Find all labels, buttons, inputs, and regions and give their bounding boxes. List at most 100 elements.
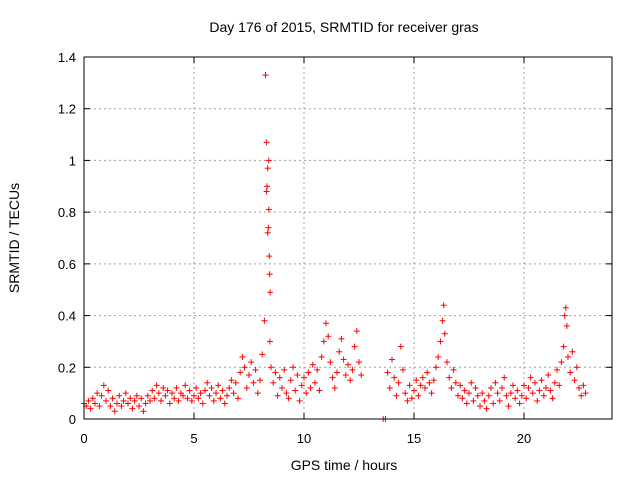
- data-point: [342, 372, 349, 379]
- data-point: [239, 353, 246, 360]
- data-point: [540, 392, 547, 399]
- data-point: [356, 359, 362, 366]
- data-point: [470, 397, 477, 404]
- data-point: [155, 390, 162, 397]
- data-point: [138, 395, 145, 402]
- data-point: [340, 356, 347, 363]
- data-point: [292, 387, 299, 394]
- data-point: [109, 395, 116, 402]
- data-point: [160, 384, 167, 391]
- data-point: [129, 405, 136, 412]
- y-tick-label: 0.4: [58, 309, 76, 324]
- x-tick-label: 0: [80, 431, 87, 446]
- data-point: [536, 387, 543, 394]
- data-point: [323, 320, 329, 327]
- data-point: [463, 400, 470, 407]
- y-tick-label: 1.2: [58, 102, 76, 117]
- data-point: [358, 372, 365, 379]
- data-point: [204, 379, 211, 386]
- data-point: [290, 364, 296, 371]
- data-point: [336, 348, 343, 355]
- data-point: [514, 387, 521, 394]
- data-point: [523, 395, 530, 402]
- data-point: [100, 382, 107, 389]
- data-point: [331, 384, 338, 391]
- data-point: [444, 359, 450, 366]
- data-point: [195, 395, 202, 402]
- data-point: [576, 384, 582, 391]
- data-point: [307, 384, 314, 391]
- data-point: [226, 384, 233, 391]
- data-point: [527, 374, 534, 381]
- data-point: [329, 374, 336, 381]
- data-point: [142, 400, 149, 407]
- data-point: [263, 139, 270, 146]
- data-point: [316, 387, 323, 394]
- x-tick-label: 5: [190, 431, 197, 446]
- data-point: [578, 392, 585, 399]
- data-point: [505, 403, 512, 410]
- data-point: [105, 387, 112, 394]
- data-point: [516, 400, 523, 407]
- data-point: [219, 387, 226, 394]
- data-point: [303, 390, 310, 397]
- x-axis-title: GPS time / hours: [291, 457, 398, 473]
- y-tick-label: 0.2: [58, 360, 76, 375]
- data-point: [314, 366, 321, 373]
- data-point: [549, 395, 556, 402]
- data-point: [191, 392, 197, 399]
- data-point: [103, 397, 109, 404]
- data-point: [264, 183, 271, 190]
- x-tick-label: 10: [297, 431, 311, 446]
- data-point: [554, 366, 560, 373]
- data-point: [320, 338, 327, 345]
- data-point: [175, 397, 182, 404]
- y-tick-label: 0.6: [58, 257, 76, 272]
- data-point: [521, 382, 527, 389]
- data-point: [543, 384, 549, 391]
- data-point: [266, 338, 273, 345]
- data-point: [248, 359, 255, 366]
- data-point: [479, 390, 486, 397]
- data-point: [263, 188, 270, 195]
- data-point: [408, 395, 415, 402]
- data-point: [217, 395, 224, 402]
- data-point: [437, 338, 444, 345]
- data-point: [561, 312, 568, 319]
- data-point: [270, 379, 277, 386]
- data-point: [202, 387, 208, 394]
- data-point: [424, 369, 431, 376]
- data-point: [208, 384, 215, 391]
- y-axis-title: SRMTID / TECUs: [6, 183, 22, 293]
- data-point: [452, 379, 459, 386]
- data-point: [268, 364, 274, 371]
- data-point: [558, 359, 565, 366]
- data-point: [267, 289, 274, 296]
- data-point: [305, 369, 312, 376]
- data-point: [393, 392, 400, 399]
- data-point: [285, 395, 292, 402]
- data-point: [261, 317, 268, 324]
- data-point: [140, 408, 147, 415]
- data-point: [283, 390, 290, 397]
- data-point: [556, 382, 563, 389]
- data-point: [241, 364, 248, 371]
- data-point: [501, 374, 508, 381]
- data-point: [224, 392, 230, 399]
- data-point: [151, 395, 158, 402]
- x-tick-label: 15: [407, 431, 421, 446]
- data-point: [127, 395, 134, 402]
- data-point: [351, 343, 358, 350]
- data-point: [532, 379, 538, 386]
- data-point: [389, 356, 395, 363]
- data-point: [272, 369, 279, 376]
- data-point: [347, 377, 354, 384]
- data-point: [309, 361, 316, 368]
- data-point: [518, 392, 525, 399]
- data-point: [494, 390, 501, 397]
- data-point: [534, 397, 541, 404]
- data-point: [499, 384, 505, 391]
- data-point: [334, 369, 340, 376]
- data-point: [250, 379, 257, 386]
- data-point: [547, 387, 554, 394]
